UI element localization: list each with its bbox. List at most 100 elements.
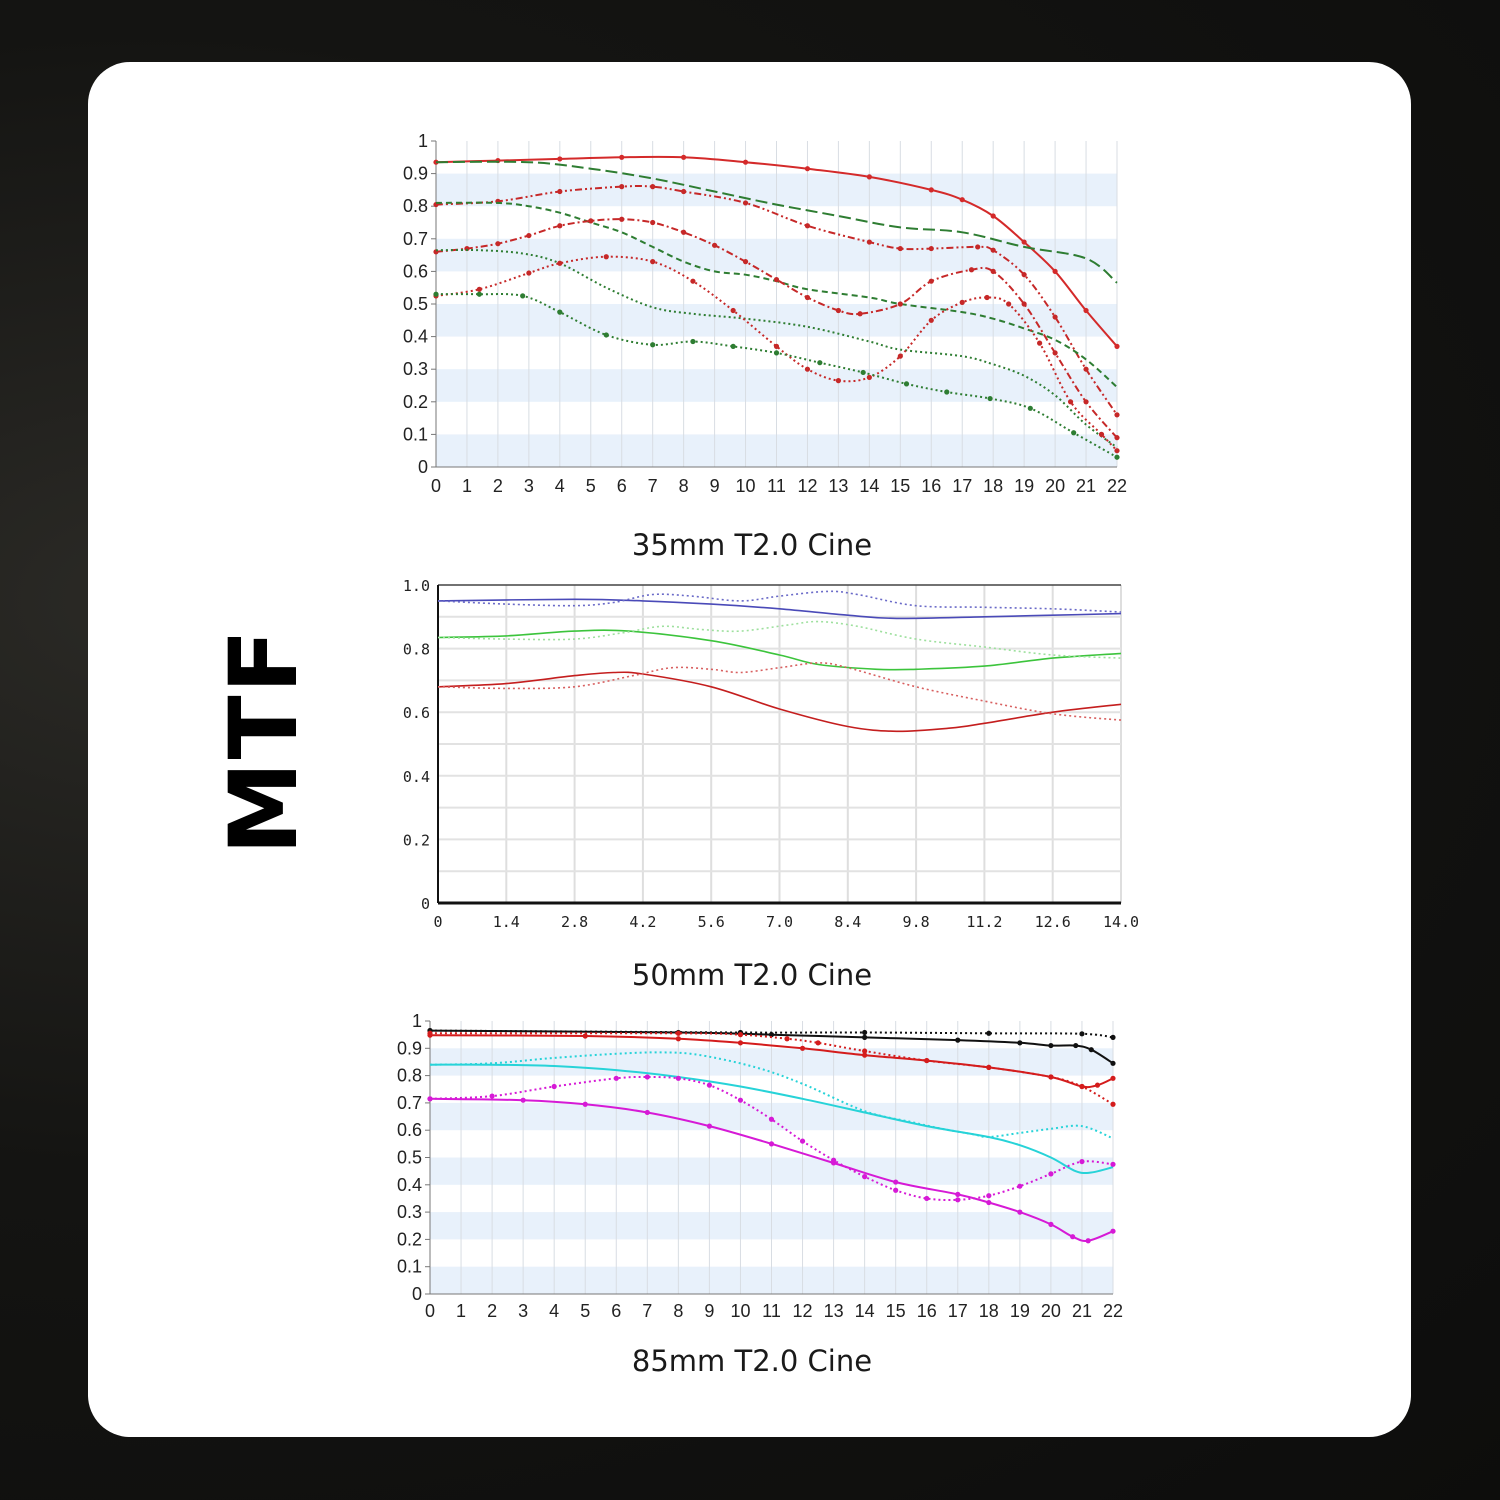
series-point-7 xyxy=(730,343,736,349)
x-tick-label: 16 xyxy=(917,1301,937,1321)
series-point-7 xyxy=(1071,430,1077,436)
series-point-6 xyxy=(526,270,532,276)
series-line-2 xyxy=(437,629,1122,671)
y-tick-label: 0.8 xyxy=(403,196,428,216)
series-point-6 xyxy=(955,1191,961,1197)
series-point-6 xyxy=(1070,1234,1076,1240)
y-tick-label: 1.0 xyxy=(403,577,430,595)
series-point-0 xyxy=(1083,307,1089,314)
series-point-7 xyxy=(1027,405,1033,411)
series-point-0 xyxy=(1021,239,1027,245)
y-tick-label: 0.4 xyxy=(403,327,428,347)
series-point-4 xyxy=(804,294,811,301)
series-point-2 xyxy=(1021,272,1027,278)
x-tick-label: 21 xyxy=(1072,1301,1092,1321)
chart-title-35mm: 35mm T2.0 Cine xyxy=(631,528,873,562)
series-point-1 xyxy=(1110,1034,1116,1040)
series-point-6 xyxy=(984,294,990,301)
series-point-4 xyxy=(990,268,996,274)
series-point-6 xyxy=(768,1141,775,1147)
series-point-6 xyxy=(1098,431,1105,437)
series-point-4 xyxy=(619,216,625,222)
series-point-2 xyxy=(650,184,656,190)
x-tick-label: 11 xyxy=(767,476,786,496)
x-tick-label: 15 xyxy=(886,1301,906,1321)
y-tick-label: 0.8 xyxy=(403,641,430,659)
series-point-4 xyxy=(968,267,975,273)
series-point-6 xyxy=(603,254,609,260)
series-point-3 xyxy=(815,1040,821,1046)
x-tick-label: 6 xyxy=(617,476,627,496)
series-point-0 xyxy=(1048,1042,1054,1049)
x-tick-label: 5 xyxy=(586,476,596,496)
series-point-7 xyxy=(860,369,866,376)
series-point-7 xyxy=(817,360,823,366)
chart-title-50mm: 50mm T2.0 Cine xyxy=(631,958,873,992)
y-tick-label: 0.8 xyxy=(397,1066,422,1086)
series-point-4 xyxy=(526,232,532,239)
series-point-4 xyxy=(1021,301,1027,307)
series-point-4 xyxy=(495,241,501,247)
series-point-6 xyxy=(897,353,903,359)
series-point-2 xyxy=(1083,366,1089,372)
series-point-6 xyxy=(893,1179,899,1185)
series-point-0 xyxy=(1114,343,1120,349)
series-line-0 xyxy=(437,598,1122,620)
series-point-6 xyxy=(1006,301,1012,307)
x-tick-label: 21 xyxy=(1076,476,1096,496)
y-tick-label: 0.4 xyxy=(397,1175,422,1195)
series-point-7 xyxy=(613,1075,619,1081)
series-point-0 xyxy=(862,1034,868,1040)
series-point-4 xyxy=(928,278,934,284)
series-point-6 xyxy=(476,286,482,292)
y-tick-label: 1 xyxy=(412,1011,422,1031)
x-tick-label: 22 xyxy=(1107,476,1127,496)
series-point-2 xyxy=(804,223,811,229)
series-point-2 xyxy=(990,247,996,253)
x-tick-label: 7 xyxy=(642,1301,652,1321)
series-point-4 xyxy=(681,229,687,235)
x-tick-label: 12 xyxy=(793,1301,813,1321)
series-point-0 xyxy=(959,197,965,203)
x-tick-label: 13 xyxy=(824,1301,844,1321)
y-tick-label: 0.9 xyxy=(403,164,428,184)
series-point-0 xyxy=(990,213,996,219)
series-point-7 xyxy=(1079,1158,1085,1165)
x-tick-label: 20 xyxy=(1041,1301,1061,1321)
series-point-2 xyxy=(582,1033,588,1039)
y-tick-label: 1 xyxy=(418,131,428,151)
series-point-1 xyxy=(1079,1031,1085,1037)
x-tick-label: 20 xyxy=(1045,476,1065,496)
x-tick-label: 11 xyxy=(762,1301,781,1321)
y-tick-label: 0.5 xyxy=(397,1148,422,1168)
x-tick-label: 1.4 xyxy=(493,913,520,931)
series-point-6 xyxy=(835,378,842,384)
series-point-0 xyxy=(1052,268,1058,274)
x-tick-label: 7.0 xyxy=(766,913,793,931)
x-tick-label: 14 xyxy=(859,476,879,496)
x-tick-label: 9.8 xyxy=(903,913,930,931)
series-point-7 xyxy=(520,293,526,299)
x-tick-label: 19 xyxy=(1014,476,1034,496)
series-point-7 xyxy=(862,1174,868,1180)
series-point-6 xyxy=(520,1097,526,1103)
x-tick-label: 4 xyxy=(555,476,565,496)
x-tick-label: 9 xyxy=(710,476,720,496)
series-point-7 xyxy=(706,1082,713,1088)
x-tick-label: 4.2 xyxy=(629,913,656,931)
series-point-7 xyxy=(557,309,563,315)
series-point-4 xyxy=(742,259,749,265)
y-tick-label: 0.6 xyxy=(403,704,430,722)
series-point-7 xyxy=(1114,454,1120,460)
series-point-0 xyxy=(955,1037,961,1043)
series-point-2 xyxy=(557,188,563,195)
series-point-6 xyxy=(1037,340,1043,346)
series-point-0 xyxy=(1017,1040,1023,1046)
series-point-7 xyxy=(690,338,696,345)
series-point-3 xyxy=(862,1048,868,1054)
y-tick-label: 0.5 xyxy=(403,294,428,314)
series-point-3 xyxy=(1110,1101,1116,1107)
series-point-6 xyxy=(1017,1209,1023,1215)
series-point-4 xyxy=(588,218,594,224)
